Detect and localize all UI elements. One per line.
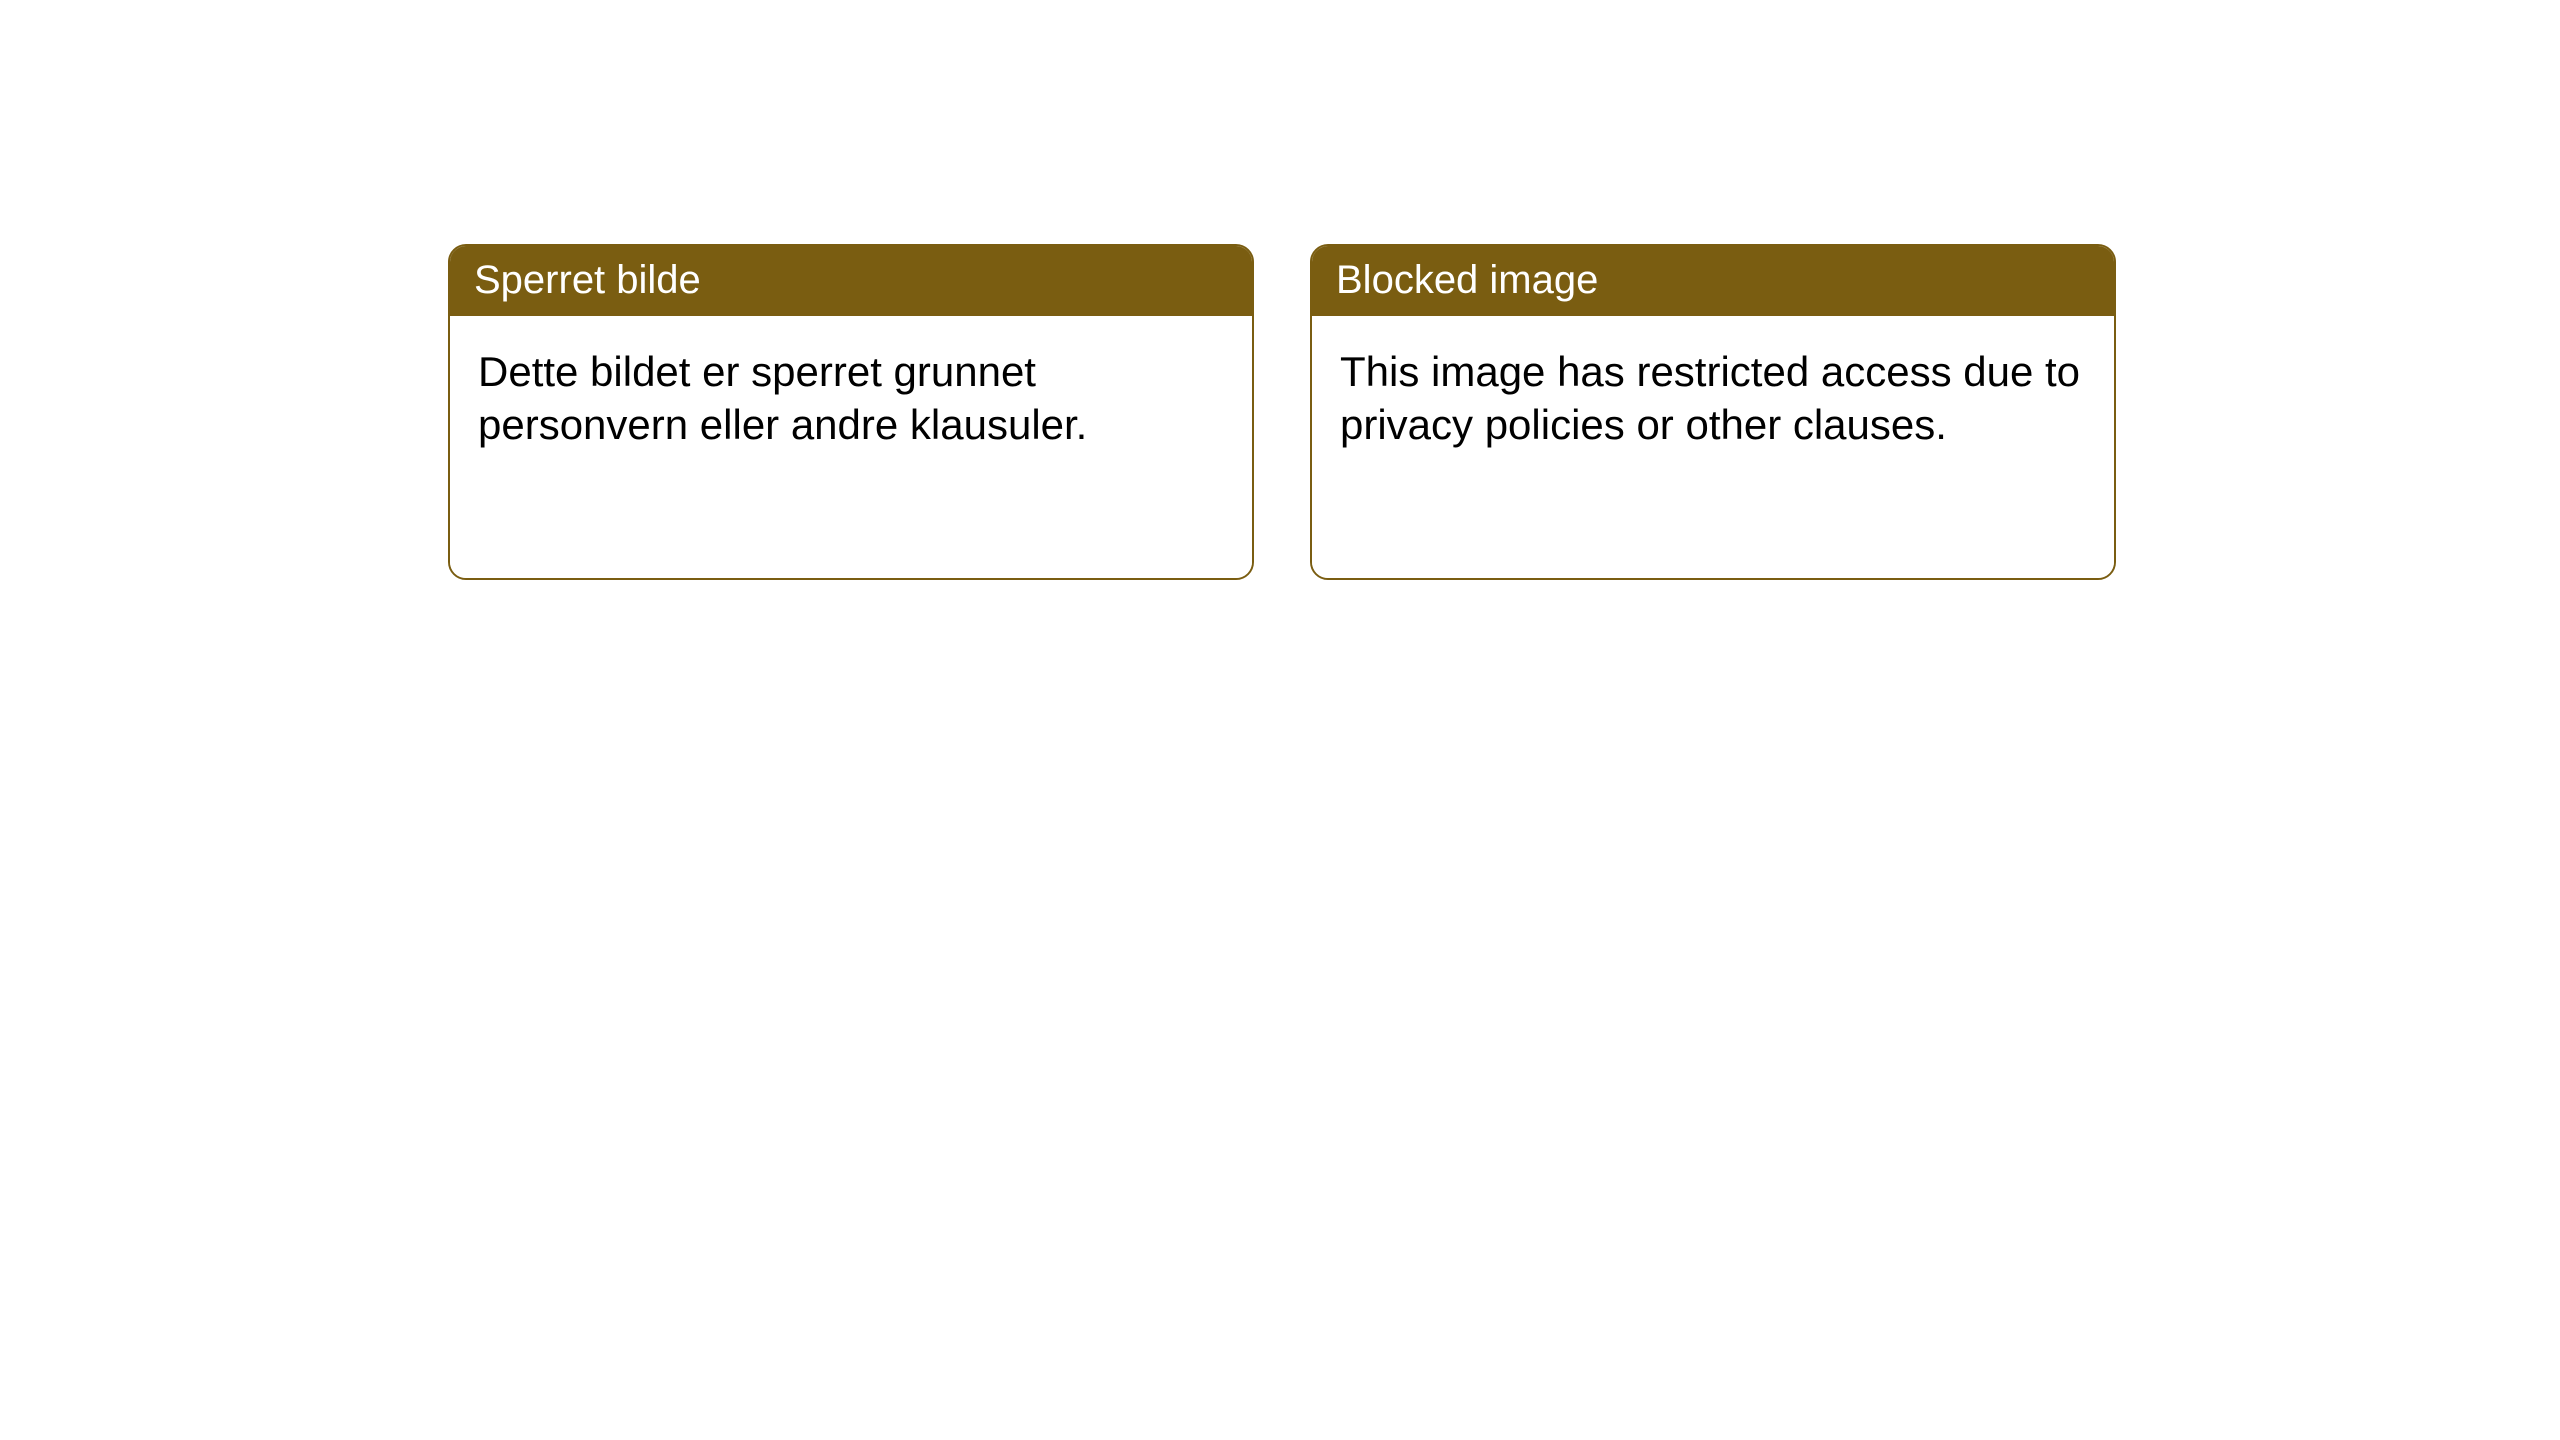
notice-card-title: Blocked image bbox=[1312, 246, 2114, 316]
notice-card-english: Blocked image This image has restricted … bbox=[1310, 244, 2116, 580]
notice-card-body: This image has restricted access due to … bbox=[1312, 316, 2114, 578]
notice-card-body: Dette bildet er sperret grunnet personve… bbox=[450, 316, 1252, 578]
notice-container: Sperret bilde Dette bildet er sperret gr… bbox=[0, 0, 2560, 580]
notice-card-norwegian: Sperret bilde Dette bildet er sperret gr… bbox=[448, 244, 1254, 580]
notice-card-title: Sperret bilde bbox=[450, 246, 1252, 316]
